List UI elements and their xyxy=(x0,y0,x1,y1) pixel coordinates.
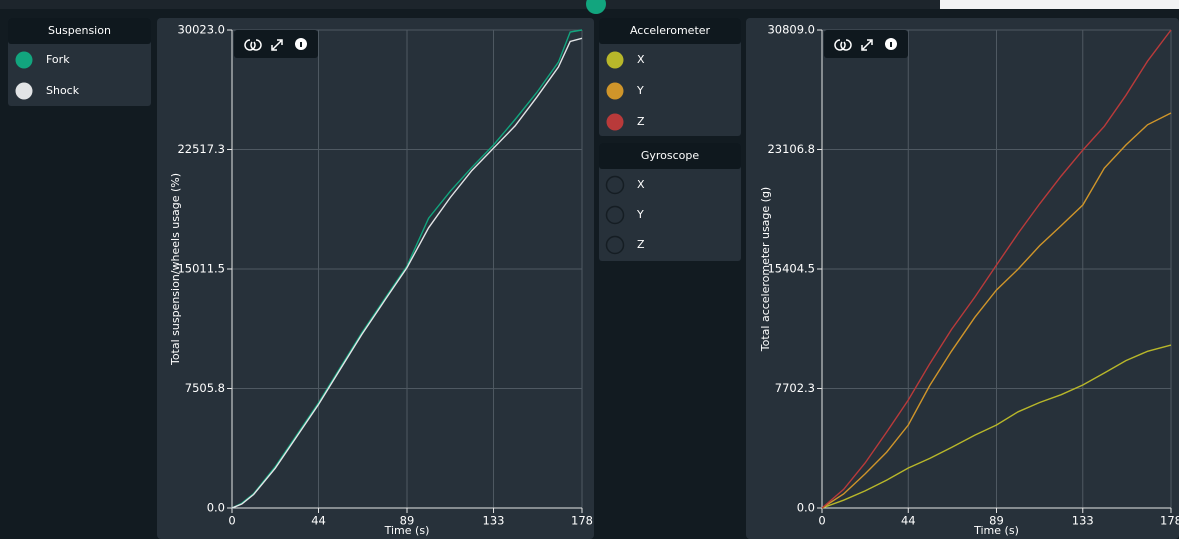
x-tick-label: 178 xyxy=(1160,514,1179,528)
x-tick-label: 0 xyxy=(228,514,235,528)
legend-title: Gyroscope xyxy=(641,149,700,162)
y-tick-label: 7505.8 xyxy=(185,381,225,395)
y-tick-label: 30809.0 xyxy=(767,23,815,37)
legend-title: Accelerometer xyxy=(630,24,711,37)
legend-marker[interactable] xyxy=(606,113,624,131)
x-axis-label: Time (s) xyxy=(384,524,430,537)
series-line xyxy=(231,29,583,509)
x-tick-label: 89 xyxy=(400,514,415,528)
x-tick-label: 0 xyxy=(818,514,825,528)
x-tick-label: 133 xyxy=(483,514,505,528)
legend-marker[interactable] xyxy=(606,82,624,100)
legend-header xyxy=(599,18,741,44)
reset-button[interactable] xyxy=(244,39,262,51)
expand-button[interactable] xyxy=(271,39,283,51)
reset-button[interactable] xyxy=(834,39,852,51)
legend-marker[interactable] xyxy=(606,51,624,69)
legend-label: Y xyxy=(636,84,644,97)
legend-label: X xyxy=(637,53,645,66)
x-tick-label: 44 xyxy=(311,514,326,528)
y-tick-label: 0.0 xyxy=(797,501,815,515)
legend-panel xyxy=(599,143,741,261)
legend-marker[interactable] xyxy=(15,51,33,69)
series-line xyxy=(821,29,1172,509)
legend-header xyxy=(8,18,151,44)
legend-marker[interactable] xyxy=(605,175,625,195)
y-axis-label: Total suspension/wheels usage (%) xyxy=(169,173,182,366)
chart-panel xyxy=(746,18,1179,539)
legend-marker[interactable] xyxy=(605,205,625,225)
y-tick-label: 15011.5 xyxy=(177,262,225,276)
legend-marker[interactable] xyxy=(15,82,33,100)
chart-toolbar xyxy=(824,30,908,58)
series-line xyxy=(821,112,1172,509)
chart-toolbar xyxy=(234,30,318,58)
y-tick-label: 15404.5 xyxy=(767,262,815,276)
y-tick-label: 7702.3 xyxy=(775,381,815,395)
legend-label: Y xyxy=(636,208,644,221)
y-tick-label: 22517.3 xyxy=(177,142,225,156)
x-axis-label: Time (s) xyxy=(973,524,1019,537)
legend-label: X xyxy=(637,178,645,191)
y-tick-label: 30023.0 xyxy=(177,23,225,37)
legend-label: Shock xyxy=(46,84,80,97)
x-tick-label: 133 xyxy=(1072,514,1094,528)
x-tick-label: 44 xyxy=(901,514,916,528)
legend-panel xyxy=(599,18,741,136)
legend-label: Z xyxy=(637,115,645,128)
series-line xyxy=(231,37,583,509)
x-tick-label: 178 xyxy=(571,514,593,528)
y-tick-label: 0.0 xyxy=(207,501,225,515)
y-axis-label: Total accelerometer usage (g) xyxy=(759,187,772,352)
y-tick-label: 23106.8 xyxy=(767,142,815,156)
top-handle[interactable] xyxy=(586,0,606,14)
x-tick-label: 89 xyxy=(989,514,1004,528)
legend-title: Suspension xyxy=(48,24,111,37)
series-line xyxy=(821,344,1172,509)
legend-header xyxy=(599,143,741,169)
expand-button[interactable] xyxy=(861,39,873,51)
chart-panel xyxy=(157,18,594,539)
legend-label: Z xyxy=(637,238,645,251)
top-bar-edge xyxy=(940,0,1179,9)
legend-marker[interactable] xyxy=(605,235,625,255)
legend-label: Fork xyxy=(46,53,70,66)
